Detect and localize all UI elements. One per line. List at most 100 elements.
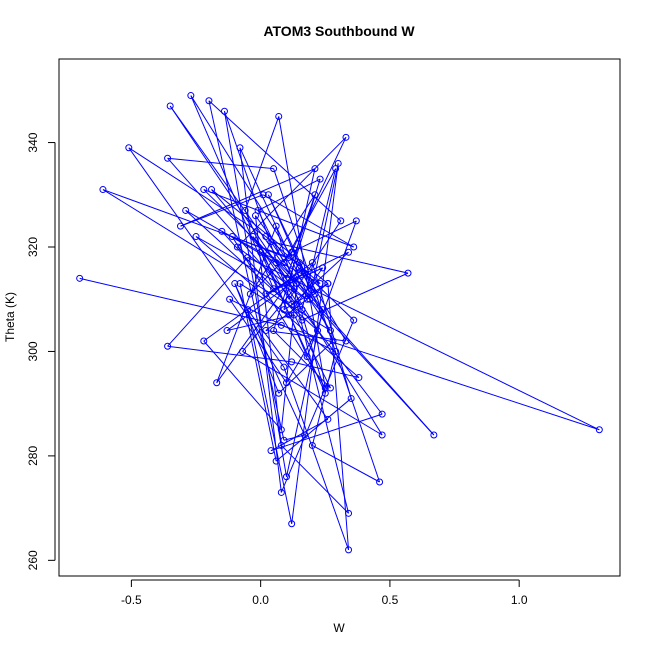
data-point — [345, 546, 353, 554]
data-point — [220, 107, 228, 115]
data-point — [259, 191, 267, 199]
data-point — [223, 327, 231, 335]
data-point — [254, 206, 262, 214]
data-point — [272, 259, 280, 267]
data-point — [236, 280, 244, 288]
plot-frame — [58, 58, 621, 577]
series-segment — [283, 168, 337, 263]
series-segment — [301, 309, 383, 415]
data-point — [275, 389, 283, 397]
data-point — [233, 243, 241, 251]
series-segment — [286, 330, 318, 384]
series-segment — [296, 304, 350, 514]
data-point — [311, 290, 319, 298]
data-point — [125, 144, 133, 152]
data-point — [166, 102, 174, 110]
y-tick-label: 320 — [26, 237, 40, 257]
data-point — [244, 253, 252, 261]
series-segment — [234, 283, 306, 436]
data-point — [308, 441, 316, 449]
series-segment — [291, 361, 360, 379]
data-point — [376, 478, 384, 486]
data-point — [218, 227, 226, 235]
series-segment — [249, 194, 316, 295]
data-point — [308, 259, 316, 267]
data-point — [280, 259, 288, 267]
y-tick-label: 300 — [26, 341, 40, 361]
data-point — [301, 431, 309, 439]
series-segment — [291, 251, 349, 305]
series-segment — [257, 178, 321, 211]
series-segment — [306, 220, 357, 357]
y-axis-label: Theta (K) — [3, 292, 17, 342]
data-point — [192, 233, 200, 241]
data-point — [342, 337, 350, 345]
x-tick-label: -0.5 — [121, 593, 142, 607]
data-point — [378, 431, 386, 439]
data-point — [257, 248, 265, 256]
data-point — [280, 363, 288, 371]
data-point — [283, 473, 291, 481]
data-point — [267, 447, 275, 455]
series-segment — [208, 100, 285, 441]
data-point — [430, 431, 438, 439]
series-segment — [180, 168, 316, 227]
data-point — [280, 436, 288, 444]
data-point — [295, 259, 303, 267]
series-segment — [128, 147, 285, 368]
series-segment — [270, 418, 329, 452]
data-point — [228, 233, 236, 241]
data-point — [306, 295, 314, 303]
data-point — [355, 374, 363, 382]
series-segment — [293, 314, 331, 389]
data-point — [316, 280, 324, 288]
data-point — [293, 300, 301, 308]
data-point — [350, 316, 358, 324]
data-point — [187, 92, 195, 100]
series-segment — [226, 272, 305, 331]
series-segment — [234, 283, 280, 394]
series-segment — [301, 168, 337, 310]
series-segment — [311, 262, 352, 399]
data-point — [182, 206, 190, 214]
series-segment — [283, 366, 350, 551]
series-segment — [298, 262, 347, 342]
data-point — [236, 144, 244, 152]
data-point — [208, 186, 216, 194]
series-segment — [299, 267, 355, 321]
data-point — [262, 327, 270, 335]
series-segment — [203, 340, 282, 431]
series-segment — [291, 163, 339, 524]
data-point — [319, 264, 327, 272]
data-point — [277, 426, 285, 434]
y-tick-label: 280 — [26, 446, 40, 466]
data-point — [239, 347, 247, 355]
data-point — [314, 327, 322, 335]
series-segment — [275, 398, 352, 462]
data-point — [595, 426, 603, 434]
data-point — [288, 358, 296, 366]
y-tick-label: 340 — [26, 132, 40, 152]
series-segment — [180, 194, 264, 227]
series-segment — [265, 330, 347, 342]
data-point — [272, 222, 280, 230]
series-segment — [203, 189, 354, 248]
data-point — [280, 306, 288, 314]
series-segment — [211, 189, 329, 284]
data-point — [316, 175, 324, 183]
data-point — [378, 410, 386, 418]
data-point — [295, 264, 303, 272]
data-point — [352, 217, 360, 225]
series-segment — [281, 324, 600, 431]
data-point — [262, 233, 270, 241]
data-point — [326, 384, 334, 392]
data-point — [326, 327, 334, 335]
y-axis: 260 280 300 320 340 — [26, 132, 56, 570]
data-point — [347, 394, 355, 402]
data-point — [164, 154, 172, 162]
series-segment — [286, 194, 316, 279]
data-point — [241, 206, 249, 214]
series-segment — [79, 277, 282, 326]
series-segment — [291, 220, 357, 253]
